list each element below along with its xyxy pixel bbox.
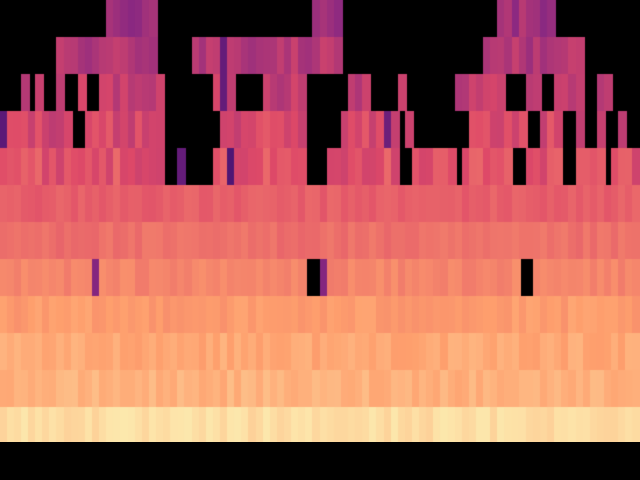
heatmap-image (0, 0, 640, 442)
bottom-black-band (0, 442, 640, 480)
